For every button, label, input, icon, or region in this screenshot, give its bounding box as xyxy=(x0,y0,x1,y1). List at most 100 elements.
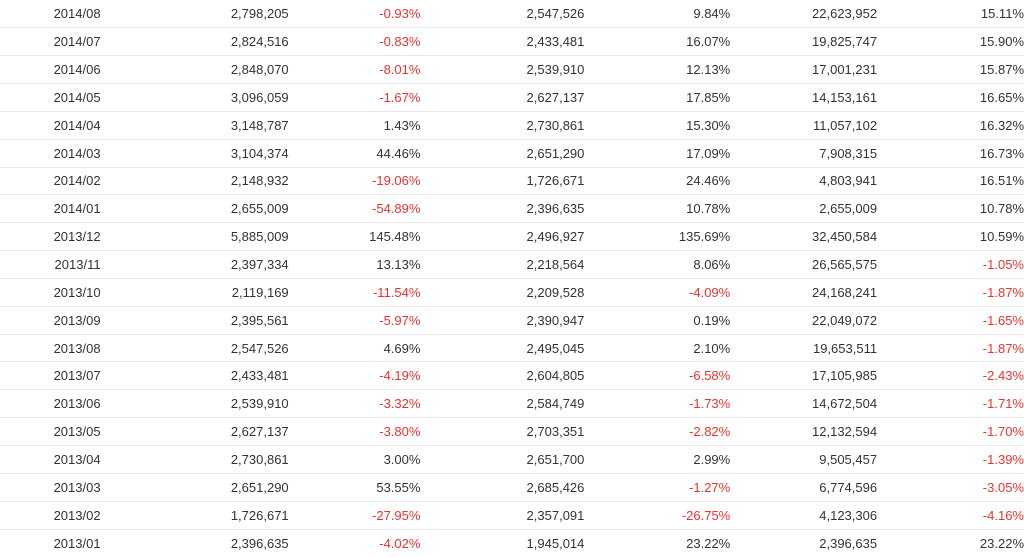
mom-change-cell: -19.06% xyxy=(372,173,421,189)
sales-cell: 2,798,205 xyxy=(230,6,289,22)
yoy-change-cell: 17.85% xyxy=(686,89,731,105)
table-row: 2013/05 2,627,137 -3.80% 2,703,351 -2.82… xyxy=(0,418,1024,446)
yoy-change-cell: 15.30% xyxy=(686,117,731,133)
yoy-change-cell: 17.09% xyxy=(686,145,731,161)
month-cell: 2013/07 xyxy=(53,368,101,384)
prev-year-sales-cell: 1,726,671 xyxy=(526,173,585,189)
cumulative-sales-cell: 17,001,231 xyxy=(812,62,878,78)
prev-year-sales-cell: 2,390,947 xyxy=(526,312,585,328)
mom-change-cell: -3.32% xyxy=(379,396,421,412)
mom-change-cell: 1.43% xyxy=(383,117,421,133)
cumulative-sales-cell: 11,057,102 xyxy=(812,117,878,133)
month-cell: 2014/02 xyxy=(53,173,101,189)
yoy-change-cell: 10.78% xyxy=(686,201,731,217)
table-row: 2013/08 2,547,526 4.69% 2,495,045 2.10% … xyxy=(0,334,1024,362)
cumulative-sales-cell: 12,132,594 xyxy=(812,424,878,440)
sales-cell: 2,396,635 xyxy=(230,535,289,551)
mom-change-cell: 4.69% xyxy=(383,340,421,356)
cumulative-yoy-cell: -3.05% xyxy=(982,479,1024,495)
prev-year-sales-cell: 2,433,481 xyxy=(526,34,585,50)
table-row: 2014/06 2,848,070 -8.01% 2,539,910 12.13… xyxy=(0,56,1024,84)
table-row: 2013/02 1,726,671 -27.95% 2,357,091 -26.… xyxy=(0,501,1024,530)
month-cell: 2014/04 xyxy=(53,117,101,133)
month-cell: 2013/01 xyxy=(53,535,101,551)
yoy-change-cell: 23.22% xyxy=(686,535,731,551)
yoy-change-cell: -4.09% xyxy=(689,284,731,300)
month-cell: 2013/09 xyxy=(53,312,101,328)
month-cell: 2014/05 xyxy=(53,89,101,105)
cumulative-sales-cell: 32,450,584 xyxy=(812,229,878,245)
prev-year-sales-cell: 2,730,861 xyxy=(526,117,585,133)
cumulative-sales-cell: 2,655,009 xyxy=(819,201,878,217)
yoy-change-cell: -1.73% xyxy=(689,396,731,412)
sales-cell: 2,655,009 xyxy=(230,201,289,217)
prev-year-sales-cell: 2,651,290 xyxy=(526,145,585,161)
mom-change-cell: -0.83% xyxy=(379,34,421,50)
mom-change-cell: 145.48% xyxy=(369,229,421,245)
month-cell: 2013/11 xyxy=(54,257,101,273)
mom-change-cell: 44.46% xyxy=(376,145,421,161)
prev-year-sales-cell: 2,547,526 xyxy=(526,6,585,22)
table-row: 2013/12 5,885,009 145.48% 2,496,927 135.… xyxy=(0,223,1024,251)
prev-year-sales-cell: 2,218,564 xyxy=(526,257,585,273)
prev-year-sales-cell: 2,627,137 xyxy=(526,89,585,105)
sales-cell: 2,547,526 xyxy=(230,340,289,356)
cumulative-sales-cell: 17,105,985 xyxy=(812,368,878,384)
prev-year-sales-cell: 2,604,805 xyxy=(526,368,585,384)
yoy-change-cell: 16.07% xyxy=(686,34,731,50)
mom-change-cell: 53.55% xyxy=(376,479,421,495)
yoy-change-cell: 0.19% xyxy=(693,312,731,328)
cumulative-sales-cell: 14,153,161 xyxy=(812,89,878,105)
cumulative-sales-cell: 9,505,457 xyxy=(819,451,878,467)
sales-cell: 2,148,932 xyxy=(230,173,289,189)
mom-change-cell: -3.80% xyxy=(379,424,421,440)
table-row: 2013/03 2,651,290 53.55% 2,685,426 -1.27… xyxy=(0,473,1024,502)
cumulative-sales-cell: 26,565,575 xyxy=(812,257,878,273)
mom-change-cell: -8.01% xyxy=(379,62,421,78)
mom-change-cell: -1.67% xyxy=(379,89,421,105)
cumulative-sales-cell: 2,396,635 xyxy=(819,535,878,551)
mom-change-cell: -27.95% xyxy=(372,507,421,523)
cumulative-yoy-cell: 15.87% xyxy=(979,62,1024,78)
cumulative-sales-cell: 19,653,511 xyxy=(812,340,878,356)
cumulative-sales-cell: 24,168,241 xyxy=(812,284,878,300)
cumulative-yoy-cell: 16.65% xyxy=(979,89,1024,105)
cumulative-yoy-cell: 16.51% xyxy=(979,173,1024,189)
table-row: 2014/04 3,148,787 1.43% 2,730,861 15.30%… xyxy=(0,111,1024,140)
table-row: 2013/06 2,539,910 -3.32% 2,584,749 -1.73… xyxy=(0,390,1024,418)
cumulative-yoy-cell: -1.70% xyxy=(982,424,1024,440)
sales-cell: 2,730,861 xyxy=(230,451,289,467)
table-row: 2014/07 2,824,516 -0.83% 2,433,481 16.07… xyxy=(0,28,1024,56)
cumulative-yoy-cell: -2.43% xyxy=(982,368,1024,384)
cumulative-sales-cell: 14,672,504 xyxy=(812,396,878,412)
yoy-change-cell: 9.84% xyxy=(693,6,731,22)
yoy-change-cell: 2.99% xyxy=(693,451,731,467)
mom-change-cell: 13.13% xyxy=(376,257,421,273)
cumulative-yoy-cell: -4.16% xyxy=(982,507,1024,523)
cumulative-yoy-cell: -1.65% xyxy=(982,312,1024,328)
month-cell: 2013/10 xyxy=(53,284,101,300)
sales-cell: 5,885,009 xyxy=(230,229,289,245)
month-cell: 2013/05 xyxy=(53,424,101,440)
yoy-change-cell: -26.75% xyxy=(681,507,731,523)
yoy-change-cell: 24.46% xyxy=(686,173,731,189)
table-row: 2013/01 2,396,635 -4.02% 1,945,014 23.22… xyxy=(0,529,1024,557)
sales-cell: 2,651,290 xyxy=(230,479,289,495)
mom-change-cell: -0.93% xyxy=(379,6,421,22)
cumulative-sales-cell: 4,123,306 xyxy=(819,507,878,523)
table-row: 2014/02 2,148,932 -19.06% 1,726,671 24.4… xyxy=(0,167,1024,195)
month-cell: 2013/04 xyxy=(53,451,101,467)
yoy-change-cell: -6.58% xyxy=(689,368,731,384)
cumulative-yoy-cell: 15.11% xyxy=(980,6,1024,22)
month-cell: 2013/08 xyxy=(53,340,101,356)
cumulative-sales-cell: 6,774,596 xyxy=(819,479,878,495)
prev-year-sales-cell: 2,651,700 xyxy=(526,451,585,467)
prev-year-sales-cell: 2,703,351 xyxy=(526,424,585,440)
cumulative-yoy-cell: -1.39% xyxy=(982,451,1024,467)
yoy-change-cell: 8.06% xyxy=(693,257,731,273)
table-row: 2013/10 2,119,169 -11.54% 2,209,528 -4.0… xyxy=(0,278,1024,307)
cumulative-yoy-cell: 10.78% xyxy=(979,201,1024,217)
sales-cell: 2,627,137 xyxy=(230,424,289,440)
table-row: 2013/09 2,395,561 -5.97% 2,390,947 0.19%… xyxy=(0,306,1024,335)
